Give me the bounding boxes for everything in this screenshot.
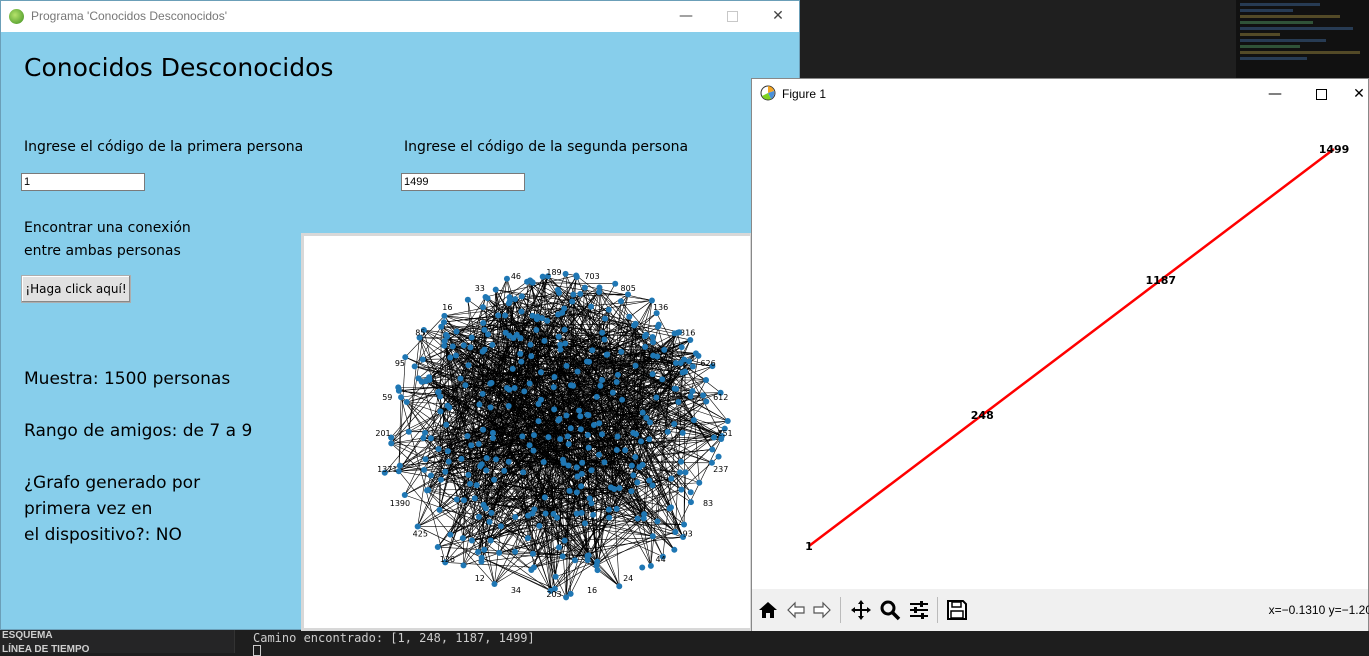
back-icon[interactable] <box>784 598 808 622</box>
network-graph: 189 703 805 136 316 626 612 251 237 83 93 44 24 16 203… <box>304 236 750 628</box>
code-minimap <box>1236 0 1369 78</box>
connection-label-line1: Encontrar una conexión <box>24 217 284 240</box>
connection-label: Encontrar una conexión entre ambas perso… <box>24 217 284 263</box>
graph-node-label: 703 <box>584 272 599 281</box>
app-icon <box>9 9 24 24</box>
graph-node-label: 24 <box>623 574 633 583</box>
outline-label[interactable]: ESQUEMA <box>2 630 53 641</box>
tk-title-bar[interactable]: Programa 'Conocidos Desconocidos' — ✕ <box>1 1 799 32</box>
maximize-icon <box>727 11 738 22</box>
connection-label-line2: entre ambas personas <box>24 240 284 263</box>
second-person-label: Ingrese el código de la segunda persona <box>404 139 688 155</box>
graph-node-label: 201 <box>375 429 390 438</box>
path-plot: 1 248 1187 1499 <box>752 109 1368 589</box>
first-time-line2: primera vez en <box>24 496 294 522</box>
timeline-label[interactable]: LÍNEA DE TIEMPO <box>2 644 89 655</box>
node-label: 1499 <box>1319 143 1350 156</box>
graph-node-label: 95 <box>395 359 405 368</box>
tk-window-title: Programa 'Conocidos Desconocidos' <box>31 9 227 23</box>
figure-close-button[interactable]: ✕ <box>1344 79 1369 110</box>
graph-node-label: 44 <box>656 555 666 564</box>
save-icon[interactable] <box>945 598 969 622</box>
graph-node-label: 16 <box>442 303 452 312</box>
graph-node-label: 251 <box>717 429 732 438</box>
toolbar-separator <box>840 597 841 623</box>
graph-node-label: 126 <box>440 555 455 564</box>
zoom-icon[interactable] <box>878 598 902 622</box>
graph-node-label: 612 <box>713 393 728 402</box>
graph-node-label: 59 <box>382 393 392 402</box>
first-person-label: Ingrese el código de la primera persona <box>24 139 303 155</box>
second-person-input[interactable]: 1499 <box>401 173 525 191</box>
figure-maximize-button[interactable] <box>1298 79 1344 110</box>
toolbar-separator <box>937 597 938 623</box>
graph-node-label: 425 <box>413 529 428 538</box>
home-icon[interactable] <box>756 598 780 622</box>
path-line <box>809 149 1334 546</box>
configure-icon[interactable] <box>907 598 931 622</box>
maximize-icon <box>1316 89 1327 100</box>
graph-node-label: 34 <box>511 586 521 595</box>
node-label: 1187 <box>1145 274 1176 287</box>
first-time-line3: el dispositivo?: NO <box>24 522 294 548</box>
graph-node-label: 1390 <box>390 499 410 508</box>
friends-range-label: Rango de amigos: de 7 a 9 <box>24 418 294 444</box>
terminal-panel: ESQUEMA LÍNEA DE TIEMPO Camino encontrad… <box>0 630 1369 653</box>
graph-node-label: 626 <box>700 359 715 368</box>
graph-node-label: 16 <box>587 586 597 595</box>
graph-node-label: 237 <box>713 465 728 474</box>
terminal-cursor <box>253 645 261 656</box>
app-heading: Conocidos Desconocidos <box>24 53 333 82</box>
pan-icon[interactable] <box>849 598 873 622</box>
graph-node-label: 316 <box>680 329 695 338</box>
graph-node-label: 1371 <box>377 465 397 474</box>
maximize-button[interactable] <box>709 1 755 32</box>
figure-window: Figure 1 — ✕ 1 248 1187 1499 x=−0.1310 y=−1… <box>751 78 1369 631</box>
node-label: 248 <box>971 409 994 422</box>
sample-size-label: Muestra: 1500 personas <box>24 366 294 392</box>
close-button[interactable]: ✕ <box>755 1 801 32</box>
figure-title: Figure 1 <box>782 87 826 101</box>
tk-app-window: Programa 'Conocidos Desconocidos' — ✕ Co… <box>0 0 800 630</box>
matplotlib-icon <box>760 85 776 101</box>
graph-node-label: 46 <box>511 272 521 281</box>
network-graph-image: 189 703 805 136 316 626 612 251 237 83 93 44 24 16 203… <box>301 233 753 631</box>
first-time-label: ¿Grafo generado por primera vez en el di… <box>24 470 294 548</box>
node-label: 1 <box>805 540 813 553</box>
graph-node-label: 12 <box>475 574 485 583</box>
forward-icon[interactable] <box>810 598 834 622</box>
graph-node-label: 136 <box>653 303 668 312</box>
figure-minimize-button[interactable]: — <box>1252 79 1298 110</box>
graph-node-label: 805 <box>621 284 636 293</box>
graph-node-label: 83 <box>703 499 713 508</box>
graph-node-label: 189 <box>546 268 561 277</box>
outline-panel: ESQUEMA LÍNEA DE TIEMPO <box>0 630 235 653</box>
first-time-line1: ¿Grafo generado por <box>24 470 294 496</box>
figure-title-bar[interactable]: Figure 1 — ✕ <box>752 79 1368 109</box>
terminal-output: Camino encontrado: [1, 248, 1187, 1499] <box>253 631 535 645</box>
find-connection-button[interactable]: ¡Haga click aquí! <box>21 275 131 303</box>
graph-node-label: 93 <box>683 529 693 538</box>
cursor-coordinates: x=−0.1310 y=−1.20 <box>1269 603 1369 617</box>
graph-node-label: 203 <box>546 590 561 599</box>
graph-node-label: 33 <box>475 284 485 293</box>
figure-toolbar: x=−0.1310 y=−1.20 <box>752 589 1368 631</box>
graph-node-label: 85 <box>415 329 425 338</box>
first-person-input[interactable]: 1 <box>21 173 145 191</box>
minimize-button[interactable]: — <box>663 1 709 32</box>
